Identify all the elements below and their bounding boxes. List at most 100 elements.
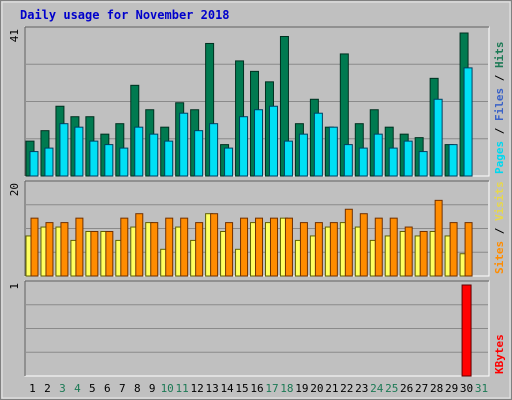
bar-pages-day-28 — [433, 98, 443, 177]
bar-sites-day-7 — [120, 217, 129, 277]
panel-hits: 41 Pages / Files / Hits — [8, 26, 506, 177]
bar-pages-day-7 — [119, 147, 129, 177]
bar-sites-day-26 — [404, 226, 413, 277]
x-tick-day-26: 26 — [400, 382, 413, 395]
legend-sites: Sites — [493, 241, 506, 274]
x-tick-day-8: 8 — [134, 382, 141, 395]
bar-sites-day-22 — [344, 208, 353, 277]
bar-pages-day-24 — [373, 133, 383, 177]
legend-visits: Visits — [493, 181, 506, 221]
x-tick-day-9: 9 — [149, 382, 156, 395]
bar-sites-day-23 — [359, 213, 368, 277]
bar-sites-day-30 — [464, 222, 473, 277]
bar-sites-day-27 — [419, 231, 428, 277]
side-legend-hits: Pages / Files / Hits — [493, 42, 506, 175]
x-tick-day-13: 13 — [205, 382, 218, 395]
x-tick-day-1: 1 — [29, 382, 36, 395]
bar-sites-day-12 — [195, 222, 204, 277]
x-tick-day-11: 11 — [176, 382, 189, 395]
bar-pages-day-18 — [283, 140, 293, 177]
bar-sites-day-14 — [225, 222, 234, 277]
chart-title: Daily usage for November 2018 — [20, 8, 230, 22]
bar-pages-day-13 — [209, 123, 219, 177]
bar-pages-day-12 — [194, 130, 204, 177]
x-tick-day-3: 3 — [59, 382, 66, 395]
bar-sites-day-13 — [210, 213, 219, 277]
x-tick-day-21: 21 — [325, 382, 338, 395]
bar-sites-day-4 — [75, 217, 84, 277]
x-tick-day-28: 28 — [430, 382, 443, 395]
bar-sites-day-2 — [45, 222, 54, 277]
bar-pages-day-11 — [179, 112, 189, 177]
legend-separator: / — [493, 221, 506, 241]
x-tick-day-23: 23 — [355, 382, 368, 395]
bar-pages-day-10 — [164, 140, 174, 177]
x-tick-day-15: 15 — [235, 382, 248, 395]
bar-sites-day-9 — [150, 222, 159, 277]
side-legend-kbytes: KBytes — [493, 334, 506, 374]
x-tick-day-7: 7 — [119, 382, 126, 395]
bar-sites-day-25 — [389, 217, 398, 277]
x-tick-day-20: 20 — [310, 382, 323, 395]
x-tick-day-2: 2 — [44, 382, 51, 395]
bar-sites-day-3 — [60, 222, 69, 277]
x-tick-day-31: 31 — [475, 382, 488, 395]
bar-sites-day-1 — [30, 217, 39, 277]
bar-pages-day-5 — [89, 140, 99, 177]
bar-sites-day-5 — [90, 231, 99, 277]
bar-sites-day-8 — [135, 213, 144, 277]
panel-visits: 20 Sites / Visits — [8, 180, 506, 277]
bar-pages-day-6 — [104, 144, 114, 177]
bar-pages-day-2 — [44, 147, 54, 177]
bar-pages-day-17 — [268, 105, 278, 177]
x-tick-day-19: 19 — [295, 382, 308, 395]
bar-pages-day-21 — [328, 126, 338, 177]
bar-pages-day-29 — [448, 144, 458, 177]
x-tick-day-6: 6 — [104, 382, 111, 395]
bar-pages-day-22 — [343, 144, 353, 177]
legend-files: Files — [493, 88, 506, 121]
side-legend-visits: Sites / Visits — [493, 181, 506, 274]
bar-sites-day-11 — [180, 217, 189, 277]
bar-sites-day-20 — [314, 222, 323, 277]
bar-pages-day-8 — [134, 126, 144, 177]
bar-pages-day-26 — [403, 140, 413, 177]
bar-sites-day-16 — [255, 217, 264, 277]
bar-sites-day-10 — [165, 217, 174, 277]
bar-pages-day-25 — [388, 147, 398, 177]
legend-pages: Pages — [493, 141, 506, 174]
y-max-label-hits: 41 — [8, 29, 21, 42]
legend-separator: / — [493, 68, 506, 88]
legend-kbytes: KBytes — [493, 334, 506, 374]
bar-pages-day-3 — [59, 123, 69, 177]
bar-pages-day-4 — [74, 126, 84, 177]
bar-sites-day-6 — [105, 231, 114, 277]
bar-pages-day-16 — [254, 109, 264, 177]
x-tick-day-27: 27 — [415, 382, 428, 395]
bar-pages-day-23 — [358, 147, 368, 177]
bar-kbytes-day-30 — [461, 284, 472, 377]
x-tick-day-24: 24 — [370, 382, 384, 395]
bar-sites-day-21 — [329, 222, 338, 277]
bars-visits — [25, 199, 473, 277]
x-tick-day-12: 12 — [191, 382, 204, 395]
x-tick-day-16: 16 — [250, 382, 263, 395]
bar-sites-day-18 — [284, 217, 293, 277]
x-tick-day-22: 22 — [340, 382, 353, 395]
bar-sites-day-19 — [299, 222, 308, 277]
bar-pages-day-1 — [29, 151, 39, 177]
legend-hits: Hits — [493, 42, 506, 69]
x-tick-day-25: 25 — [385, 382, 398, 395]
bar-pages-day-27 — [418, 151, 428, 177]
bar-sites-day-29 — [449, 222, 458, 277]
x-tick-day-10: 10 — [161, 382, 174, 395]
y-max-label-kbytes: 1 — [8, 283, 21, 290]
bar-pages-day-9 — [149, 133, 159, 177]
bar-pages-day-14 — [224, 147, 234, 177]
bars-kbytes — [461, 284, 472, 377]
bar-pages-day-20 — [313, 112, 323, 177]
x-tick-day-4: 4 — [74, 382, 81, 395]
bar-pages-day-19 — [298, 133, 308, 177]
bar-sites-day-28 — [434, 199, 443, 277]
x-tick-day-29: 29 — [445, 382, 458, 395]
